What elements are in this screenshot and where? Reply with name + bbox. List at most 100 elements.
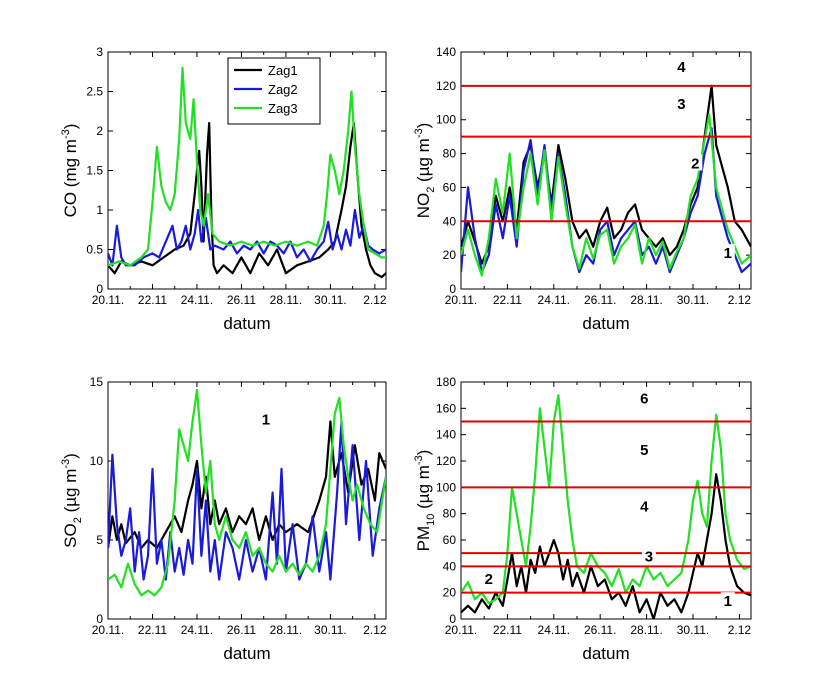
y-label-tail: ) (61, 124, 80, 130)
zone-label: 4 (677, 59, 686, 76)
x-tick-label: 22.11 (493, 293, 522, 307)
y-tick-label: 0 (96, 282, 103, 296)
x-tick-label: 2.12 (728, 293, 752, 307)
x-tick-label: 24.11. (181, 293, 213, 307)
legend-label-zag2: Zag2 (268, 82, 298, 97)
y-label-rest: (µg m (414, 465, 433, 514)
y-label-main: PM (414, 526, 433, 552)
y-label-sub: 2 (72, 517, 84, 523)
zone-label: 1 (724, 245, 732, 262)
series-group (108, 66, 386, 279)
x-tick-label: 30.11. (677, 293, 709, 307)
y-tick-label: 40 (443, 559, 457, 573)
x-tick-label: 28.11. (270, 623, 302, 637)
y-tick-label: 40 (443, 214, 457, 228)
x-tick-label: 20.11. (445, 623, 477, 637)
chart-panel-so2: 0 5 10 15 20.11. 22.11 24.11. 26.11 28.11. 30.11.… (60, 375, 387, 663)
y-label-sub: 10 (425, 514, 437, 526)
y-tick-label: 80 (443, 147, 457, 161)
y-tick-label: 120 (436, 454, 456, 468)
chart-panel-co: 0 0.5 1 1.5 2 2.5 3 20.11. 22.11 24.11. 26.11 28.11… (60, 45, 387, 333)
y-label-sup: -3 (60, 459, 72, 469)
y-tick-label: 0 (449, 612, 456, 626)
y-tick-label: 0.5 (86, 243, 103, 257)
y-tick-label: 140 (436, 45, 456, 59)
y-tick-label: 100 (436, 480, 456, 494)
x-tick-label: 24.11. (538, 293, 570, 307)
y-tick-label: 20 (443, 586, 457, 600)
y-tick-label: 3 (96, 45, 103, 59)
plot-frame (460, 51, 752, 290)
x-tick-label: 26.11. (584, 293, 616, 307)
x-tick-label: 26.11. (584, 623, 616, 637)
zone-label: 5 (640, 442, 648, 459)
series-line-zag3 (108, 388, 386, 597)
y-tick-label: 0 (449, 282, 456, 296)
x-tick-label: 2.12 (363, 293, 387, 307)
zone-label-bg (637, 440, 652, 457)
x-tick-label: 2.12 (363, 623, 387, 637)
x-tick-label: 24.11. (181, 623, 213, 637)
legend-label-zag3: Zag3 (268, 101, 298, 116)
x-tick-label: 24.11. (538, 623, 570, 637)
x-tick-label: 20.11. (445, 293, 477, 307)
zone-label-bg (481, 569, 496, 586)
y-label-main: CO (mg m (61, 139, 80, 217)
y-tick-label: 2 (96, 124, 103, 138)
zone-label-bg (674, 57, 689, 74)
y-tick-label: 60 (443, 180, 457, 194)
x-tick-label: 22.11 (138, 293, 167, 307)
x-tick-label: 28.11. (270, 293, 302, 307)
series-line-zag3 (108, 66, 386, 267)
y-tick-label: 60 (443, 533, 457, 547)
y-tick-label: 0 (96, 612, 103, 626)
y-label-tail: ) (414, 450, 433, 456)
y-label-tail: ) (61, 453, 80, 459)
zone-label-bg (641, 547, 656, 564)
y-label-sup: -3 (60, 129, 72, 139)
x-tick-label: 22.11 (493, 623, 522, 637)
y-label-sup: -3 (413, 455, 425, 465)
y-axis-label: NO2 (µg m-3) (413, 123, 437, 219)
zone-label: 3 (677, 96, 685, 113)
x-tick-label: 26.11 (227, 293, 256, 307)
y-tick-label: 2.5 (86, 85, 103, 99)
y-label-rest: (µg m (61, 469, 80, 518)
x-tick-label: 30.11. (314, 293, 346, 307)
zone-label: 2 (485, 571, 493, 588)
y-axis-label: CO (mg m-3) (60, 124, 80, 218)
y-label-main: NO (414, 193, 433, 219)
series-line-zag1 (461, 473, 751, 619)
zone-label-bg (720, 244, 735, 261)
zone-label: 1 (262, 412, 270, 429)
y-tick-label: 1.5 (86, 164, 103, 178)
y-tick-label: 20 (443, 248, 457, 262)
chart-panel-pm10: 0 20 40 60 80 100 120 140 160 180 20.11. 22.11 24.11… (413, 375, 752, 663)
y-label-sub: 2 (425, 187, 437, 193)
y-label-tail: ) (414, 123, 433, 129)
series-line-zag2 (108, 208, 386, 267)
y-tick-label: 80 (443, 507, 457, 521)
x-tick-label: 28.11. (630, 623, 662, 637)
y-label-rest: (µg m (414, 138, 433, 187)
y-tick-label: 5 (96, 533, 103, 547)
legend-label-zag1: Zag1 (268, 63, 298, 78)
x-tick-label: 20.11. (92, 293, 124, 307)
y-tick-label: 15 (90, 375, 104, 389)
zone-label: 6 (640, 390, 648, 407)
zone-label: 3 (645, 548, 653, 565)
y-tick-label: 10 (90, 454, 104, 468)
zone-label: 4 (640, 498, 649, 515)
zone-label-bg (688, 154, 703, 171)
y-axis-label: SO2 (µg m-3) (60, 453, 84, 548)
zone-label-bg (720, 592, 735, 609)
zone-label: 1 (724, 593, 732, 610)
x-axis-label: datum (223, 314, 270, 333)
series-line-zag3 (461, 113, 751, 277)
series-group (108, 388, 386, 597)
y-axis-label: PM10 (µg m-3) (413, 450, 437, 552)
y-label-sup: -3 (413, 128, 425, 138)
series-line-zag2 (108, 420, 386, 581)
zone-label: 2 (691, 155, 699, 172)
